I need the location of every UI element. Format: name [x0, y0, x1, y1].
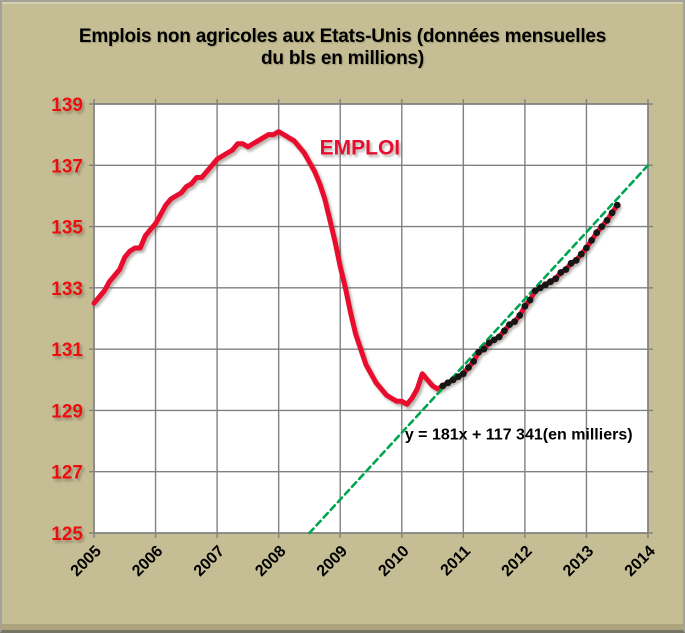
- plot-area: [94, 104, 648, 533]
- data-point: [506, 321, 513, 328]
- plot-border: [93, 103, 649, 534]
- data-point: [593, 229, 601, 237]
- data-point: [470, 358, 477, 365]
- x-tick-label: 2010: [375, 543, 412, 580]
- y-tick-label: 135: [51, 218, 83, 239]
- annotation-emploi-label: EMPLOI: [320, 137, 401, 160]
- data-point: [603, 217, 611, 224]
- x-tick-label: 2013: [560, 543, 597, 580]
- x-tick-label: 2008: [252, 543, 289, 580]
- y-tick-label: 129: [51, 401, 83, 422]
- y-tick-label: 133: [51, 279, 83, 300]
- data-point: [490, 336, 498, 344]
- data-point: [485, 339, 493, 347]
- data-point: [567, 259, 575, 267]
- y-tick-label: 131: [51, 340, 83, 361]
- data-point: [480, 345, 488, 353]
- data-point: [526, 296, 534, 304]
- data-point: [475, 348, 483, 356]
- data-point: [542, 281, 549, 289]
- data-point: [536, 284, 544, 292]
- chart-title-line1: Emplois non agricoles aux Etats-Unis (do…: [78, 26, 607, 47]
- x-tick-label: 2006: [129, 543, 166, 580]
- x-tick-label: 2011: [438, 543, 475, 580]
- data-point: [501, 327, 508, 335]
- annotation-trend-equation: y = 181x + 117 341(en milliers): [405, 427, 633, 444]
- data-point: [577, 250, 585, 258]
- x-tick-label: 2012: [499, 543, 536, 580]
- data-point: [449, 376, 457, 384]
- y-tick-label: 139: [51, 95, 83, 116]
- data-point: [444, 379, 452, 387]
- data-point: [588, 237, 595, 244]
- x-tick-label: 2005: [68, 543, 105, 580]
- y-tick-label: 137: [51, 156, 83, 177]
- x-tick-label: 2009: [314, 543, 351, 580]
- data-point: [516, 312, 524, 319]
- data-point: [465, 364, 472, 371]
- data-point: [557, 269, 565, 276]
- data-point: [521, 302, 529, 310]
- y-tick-label: 127: [51, 463, 83, 484]
- data-point: [608, 209, 616, 217]
- data-point: [511, 318, 518, 325]
- data-point: [439, 382, 447, 390]
- x-tick-label: 2007: [191, 543, 228, 580]
- data-point: [547, 278, 554, 286]
- trend-line: [308, 164, 650, 535]
- data-point: [572, 256, 580, 264]
- x-tick-label: 2014: [622, 543, 659, 580]
- chart-title: Emplois non agricoles aux Etats-Unis (do…: [2, 26, 683, 70]
- data-point: [613, 201, 621, 209]
- data-point: [495, 333, 503, 341]
- data-point: [531, 287, 539, 295]
- data-point: [454, 373, 462, 381]
- data-point: [598, 223, 606, 231]
- y-tick-label: 125: [51, 524, 83, 545]
- data-point: [459, 370, 467, 378]
- data-point: [562, 266, 570, 273]
- data-point: [552, 275, 560, 283]
- data-point: [583, 244, 590, 252]
- chart-title-line2: du bls en millions): [261, 48, 424, 69]
